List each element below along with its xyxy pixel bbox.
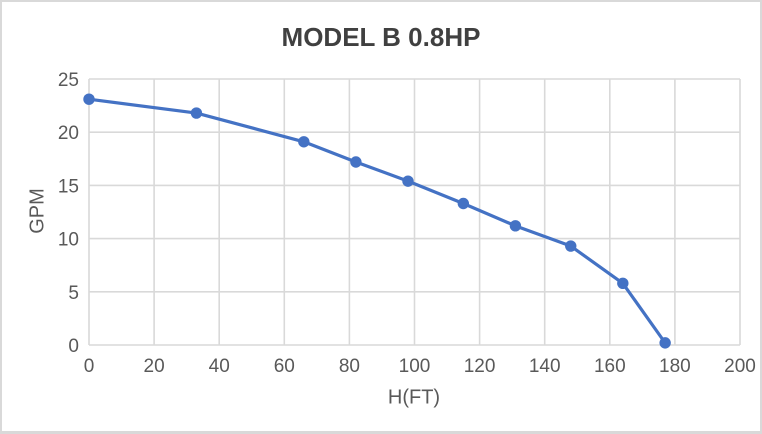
y-tick-label: 0 [68,336,79,357]
x-tick-label: 180 [659,356,691,377]
x-tick-label: 140 [529,356,561,377]
x-axis-title: H(FT) [387,386,441,409]
data-point-marker [457,197,470,210]
data-point-marker [83,93,95,105]
x-tick-label: 160 [594,356,626,377]
y-tick-label: 5 [68,283,79,304]
y-axis-title: GPM [26,188,49,234]
x-tick-label: 40 [209,356,230,377]
x-tick-label: 200 [724,356,756,377]
series-line [87,97,667,345]
y-tick-label: 10 [58,230,79,251]
y-tick-label: 20 [58,123,79,144]
x-tick-label: 80 [339,356,360,377]
data-point-marker [402,175,414,187]
x-tick-label: 60 [274,356,295,377]
data-point-marker [190,107,203,119]
chart-title: MODEL B 0.8HP [281,22,481,52]
data-point-marker [350,156,362,168]
x-tick-label: 0 [84,356,95,377]
data-point-marker [617,277,629,289]
x-tick-label: 20 [144,356,165,377]
data-point-marker [659,337,671,349]
data-point-marker [298,136,310,148]
x-tick-label: 100 [399,356,431,377]
y-tick-label: 15 [58,176,79,197]
data-point-marker [565,240,577,252]
x-tick-label: 120 [464,356,496,377]
data-point-marker [509,220,522,232]
y-tick-label: 25 [58,70,79,91]
